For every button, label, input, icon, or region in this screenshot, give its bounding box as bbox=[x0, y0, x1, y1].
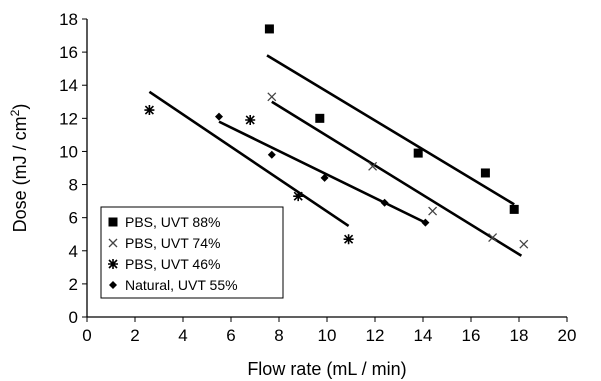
legend: PBS, UVT 88% PBS, UVT 74% PBS, UVT 46% Natu… bbox=[100, 206, 284, 299]
data-point-series-1 bbox=[315, 113, 325, 123]
x-tick-label: 16 bbox=[462, 326, 481, 345]
data-point-series-3 bbox=[343, 234, 354, 245]
x-tick-label: 10 bbox=[318, 326, 337, 345]
data-point-series-4 bbox=[380, 198, 389, 207]
data-point-series-3 bbox=[293, 191, 304, 202]
legend-marker-series-4 bbox=[109, 281, 117, 289]
data-point-series-2 bbox=[519, 239, 529, 249]
x-tick-label: 12 bbox=[366, 326, 385, 345]
data-point-series-1 bbox=[480, 168, 490, 178]
data-point-series-4 bbox=[267, 150, 276, 159]
y-tick-label: 6 bbox=[69, 209, 78, 228]
y-tick-label: 14 bbox=[59, 76, 78, 95]
y-tick-label: 8 bbox=[69, 176, 78, 195]
y-axis-title: Dose (mJ / cm2) bbox=[8, 104, 30, 233]
x-tick-label: 6 bbox=[226, 326, 235, 345]
legend-label-series-1: PBS, UVT 88% bbox=[125, 214, 220, 230]
x-axis-title: Flow rate (mL / min) bbox=[247, 359, 406, 379]
y-tick-label: 12 bbox=[59, 109, 78, 128]
x-tick-label: 4 bbox=[178, 326, 187, 345]
y-axis-title-superscript: 2 bbox=[8, 109, 22, 116]
trend-lines bbox=[148, 54, 523, 257]
data-point-series-1 bbox=[509, 204, 519, 214]
x-tick-label: 14 bbox=[414, 326, 433, 345]
x-tick-label: 20 bbox=[558, 326, 577, 345]
x-tick-label: 8 bbox=[274, 326, 283, 345]
y-axis-title-main: Dose (mJ / cm bbox=[10, 116, 30, 232]
legend-marker-series-2 bbox=[108, 238, 118, 248]
y-tick-label: 10 bbox=[59, 142, 78, 161]
legend-marker-series-3 bbox=[108, 259, 118, 269]
x-tick-label: 18 bbox=[510, 326, 529, 345]
legend-marker-series-1 bbox=[108, 217, 118, 227]
trend-line-series-1 bbox=[266, 54, 515, 206]
data-point-series-4 bbox=[421, 218, 430, 227]
trend-line-series-2 bbox=[271, 100, 523, 257]
data-point-series-2 bbox=[368, 161, 378, 171]
trend-line-series-3 bbox=[148, 90, 350, 228]
data-point-series-3 bbox=[245, 114, 256, 125]
y-tick-label: 0 bbox=[69, 308, 78, 327]
y-tick-label: 18 bbox=[59, 10, 78, 29]
trend-line-series-4 bbox=[218, 120, 426, 224]
y-tick-label: 2 bbox=[69, 275, 78, 294]
y-tick-label: 16 bbox=[59, 43, 78, 62]
y-axis-title-close: ) bbox=[10, 104, 30, 110]
x-tick-label: 0 bbox=[82, 326, 91, 345]
data-point-series-4 bbox=[320, 173, 329, 182]
data-point-series-2 bbox=[267, 92, 277, 102]
data-markers bbox=[144, 24, 529, 249]
legend-box bbox=[100, 206, 284, 299]
axes: 0 2 4 6 8 10 12 14 16 18 20 0 2 4 6 8 10 12 14 16 18 bbox=[59, 10, 576, 345]
legend-label-series-3: PBS, UVT 46% bbox=[125, 256, 220, 272]
data-point-series-1 bbox=[264, 24, 274, 34]
x-tick-label: 2 bbox=[130, 326, 139, 345]
legend-label-series-4: Natural, UVT 55% bbox=[125, 277, 238, 293]
legend-label-series-2: PBS, UVT 74% bbox=[125, 235, 220, 251]
data-point-series-2 bbox=[428, 206, 438, 216]
data-point-series-4 bbox=[215, 112, 223, 121]
data-point-series-3 bbox=[144, 105, 155, 116]
y-tick-label: 4 bbox=[69, 242, 78, 261]
data-point-series-2 bbox=[488, 233, 498, 242]
data-point-series-1 bbox=[413, 148, 423, 158]
